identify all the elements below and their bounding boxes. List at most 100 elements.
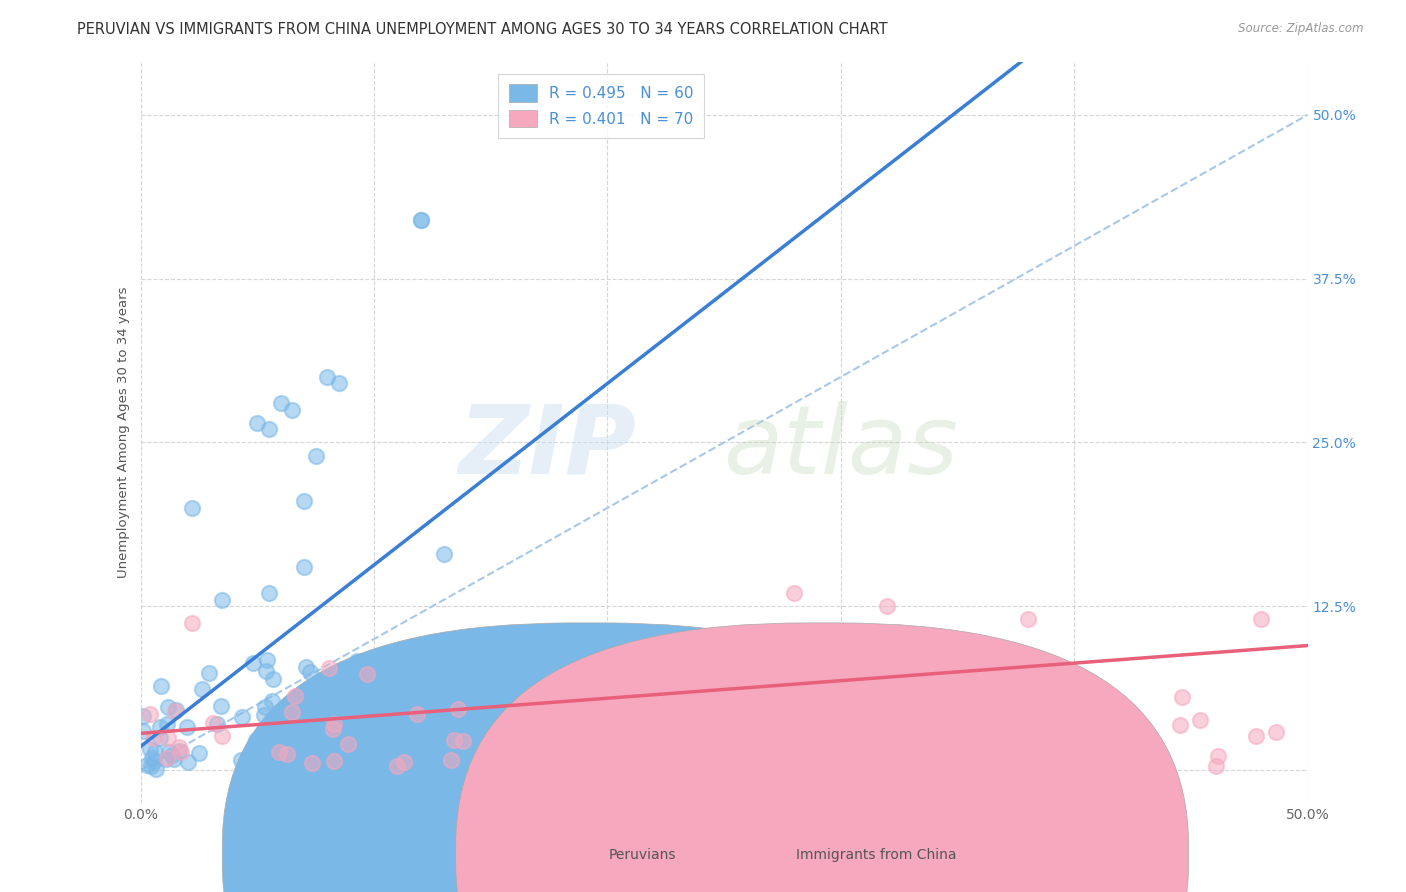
Point	[211, 729, 233, 743]
Point	[318, 661, 340, 675]
Point	[132, 708, 155, 723]
Point	[1121, 734, 1143, 748]
Point	[211, 592, 233, 607]
Point	[433, 547, 456, 561]
Point	[143, 745, 166, 759]
Point	[617, 760, 640, 774]
Point	[443, 733, 465, 747]
Text: Source: ZipAtlas.com: Source: ZipAtlas.com	[1239, 22, 1364, 36]
Point	[245, 732, 267, 747]
Point	[1171, 690, 1194, 704]
Point	[315, 679, 337, 693]
Point	[725, 743, 748, 757]
Point	[283, 689, 305, 703]
Point	[253, 700, 276, 714]
Point	[406, 707, 429, 722]
Point	[231, 710, 253, 724]
FancyBboxPatch shape	[222, 623, 955, 892]
Point	[305, 449, 328, 463]
Point	[246, 416, 269, 430]
Point	[409, 212, 432, 227]
Point	[256, 759, 278, 773]
Point	[209, 699, 232, 714]
Point	[281, 402, 304, 417]
Point	[1077, 756, 1099, 770]
Point	[156, 717, 179, 731]
Point	[156, 751, 179, 765]
Point	[356, 667, 378, 681]
Point	[242, 745, 264, 759]
Point	[231, 753, 253, 767]
Point	[1189, 713, 1212, 727]
Point	[163, 752, 186, 766]
Legend: R = 0.495   N = 60, R = 0.401   N = 70: R = 0.495 N = 60, R = 0.401 N = 70	[498, 74, 704, 138]
Point	[142, 731, 165, 745]
Point	[281, 706, 304, 720]
Point	[145, 762, 167, 776]
Point	[1024, 743, 1046, 757]
Point	[132, 724, 155, 739]
Point	[262, 672, 284, 686]
Point	[927, 733, 949, 747]
Point	[135, 757, 157, 772]
Point	[1206, 748, 1229, 763]
Point	[883, 681, 905, 695]
Point	[346, 654, 368, 668]
Point	[898, 759, 921, 773]
Point	[205, 716, 228, 731]
Point	[738, 679, 761, 693]
Point	[1017, 612, 1039, 626]
Point	[181, 500, 204, 515]
Point	[1205, 759, 1227, 773]
Point	[139, 741, 162, 756]
Point	[139, 707, 162, 722]
Point	[446, 701, 468, 715]
Point	[167, 744, 190, 758]
Point	[301, 756, 323, 771]
Point	[322, 723, 344, 737]
Point	[143, 754, 166, 768]
Point	[139, 759, 162, 773]
Point	[783, 586, 806, 600]
Point	[827, 752, 849, 766]
Point	[311, 741, 333, 756]
Point	[257, 422, 280, 436]
Point	[385, 759, 408, 773]
Point	[952, 752, 974, 766]
Point	[157, 745, 180, 759]
Point	[257, 586, 280, 600]
Point	[1053, 757, 1076, 772]
Point	[323, 717, 346, 731]
Point	[541, 751, 564, 765]
Point	[202, 716, 225, 731]
Point	[1080, 754, 1102, 768]
Point	[256, 653, 278, 667]
Point	[155, 752, 177, 766]
Point	[191, 682, 214, 697]
Point	[1040, 747, 1063, 762]
Point	[804, 744, 827, 758]
Point	[316, 370, 339, 384]
Point	[267, 745, 290, 759]
Point	[253, 707, 276, 722]
Point	[509, 742, 531, 756]
Point	[1011, 706, 1033, 720]
Point	[176, 720, 198, 734]
Point	[440, 753, 463, 767]
Point	[1264, 725, 1286, 739]
Point	[607, 717, 630, 731]
Point	[654, 757, 676, 772]
Point	[292, 560, 315, 574]
Point	[409, 212, 432, 227]
Point	[149, 680, 172, 694]
Point	[299, 665, 322, 680]
Text: Peruvians: Peruvians	[609, 848, 676, 862]
Point	[165, 704, 187, 718]
Point	[292, 494, 315, 508]
Point	[274, 749, 297, 764]
Point	[141, 751, 163, 765]
Point	[451, 733, 474, 747]
Point	[328, 376, 350, 391]
Point	[187, 746, 209, 760]
Point	[730, 754, 752, 768]
